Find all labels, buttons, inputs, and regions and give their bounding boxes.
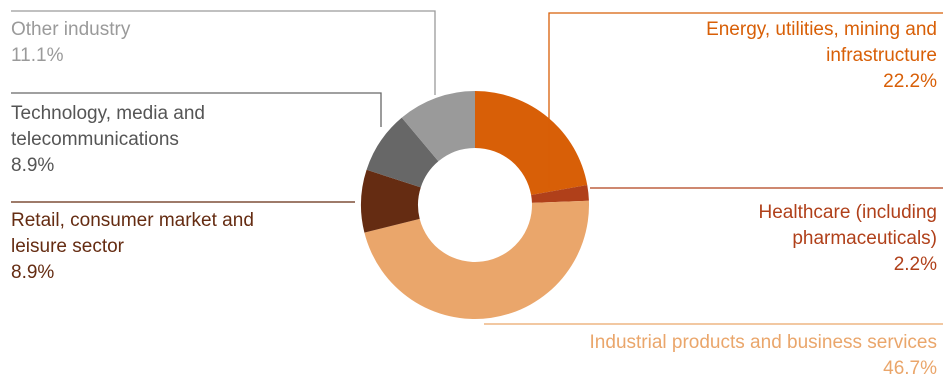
slice-label-industrial: Industrial products and business service… [590,330,937,382]
slice-label-line: pharmaceuticals) [792,228,937,249]
leader-line-other [11,10,436,95]
leader-line-energy [548,12,943,188]
donut-slice-energy [475,90,588,196]
slice-label-technology: Technology, media and telecommunications… [11,101,205,179]
slice-label-retail: Retail, consumer market and leisure sect… [11,208,254,286]
slice-label-line: Other industry [11,19,131,40]
slice-label-energy: Energy, utilities, mining and infrastruc… [706,17,937,95]
slice-value-label: 22.2% [883,71,937,92]
donut-slice-healthcare [531,185,589,203]
slice-label-line: Technology, media and [11,103,205,124]
slice-label-line: Retail, consumer market and [11,210,254,231]
slice-label-line: Industrial products and business service… [589,332,937,353]
slice-label-line: infrastructure [826,45,937,66]
slice-value-label: 8.9% [11,155,55,176]
slice-label-line: leisure sector [11,236,124,257]
slice-value-label: 11.1% [11,45,64,66]
slice-label-line: Healthcare (including [758,202,938,223]
slice-value-label: 8.9% [11,262,55,283]
donut-slice-technology [366,117,439,188]
leader-line-technology [11,92,382,127]
donut-slice-industrial [364,200,589,319]
donut-slice-other [401,91,475,162]
slice-label-other: Other industry 11.1% [11,17,130,69]
slice-label-healthcare: Healthcare (including pharmaceuticals) 2… [759,200,938,278]
slice-label-line: Energy, utilities, mining and [706,19,937,40]
donut-slice-retail [361,169,421,233]
slice-value-label: 2.2% [893,254,937,275]
slice-label-line: telecommunications [11,129,179,150]
slice-value-label: 46.7% [883,358,937,379]
